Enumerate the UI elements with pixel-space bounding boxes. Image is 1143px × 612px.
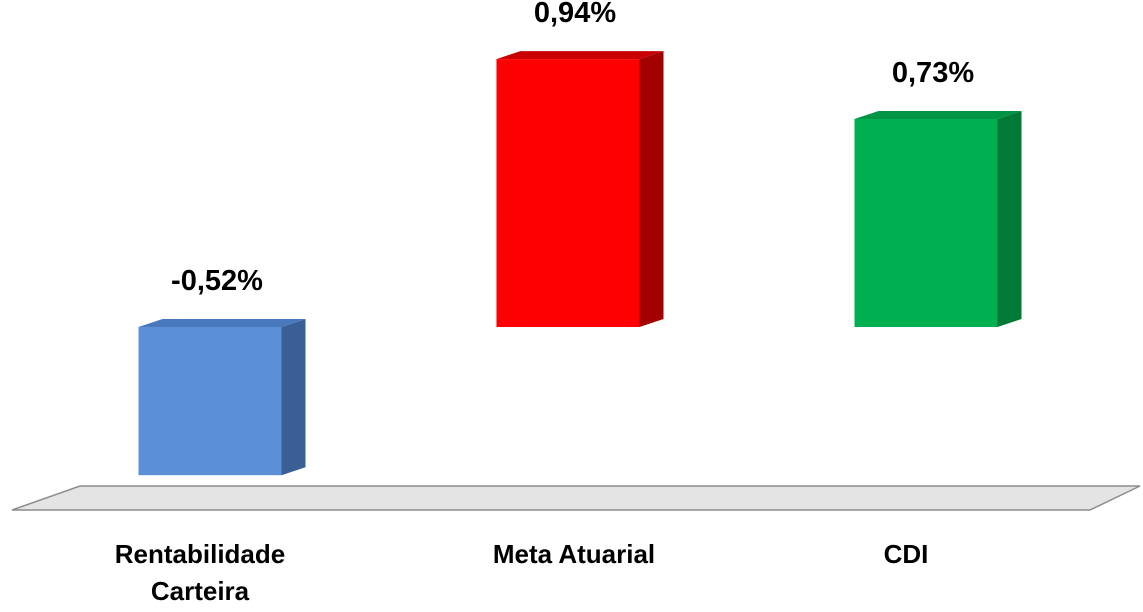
category-label-1: Meta Atuarial <box>493 539 655 569</box>
bar-side-2 <box>997 110 1022 327</box>
bar-top-1 <box>496 51 664 60</box>
category-labels-group: Rentabilidade Carteira Meta Atuarial CDI <box>115 539 929 606</box>
value-labels-group: -0,52% 0,94% 0,73% <box>171 0 974 297</box>
bar-0 <box>138 327 282 476</box>
bar-top-0 <box>138 319 306 327</box>
bar-1 <box>496 59 640 327</box>
category-label-0-line-1: Carteira <box>151 576 250 606</box>
bar-side-1 <box>639 51 664 327</box>
category-label-2: CDI <box>884 539 929 569</box>
bars-group <box>138 51 1022 476</box>
value-label-2: 0,73% <box>892 57 974 89</box>
bar-side-0 <box>281 319 306 476</box>
value-label-0: -0,52% <box>171 265 263 297</box>
chart-floor <box>11 485 1141 511</box>
bar-2 <box>854 118 998 327</box>
category-label-0-line-0: Rentabilidade <box>115 539 285 569</box>
bar-top-2 <box>854 110 1022 119</box>
value-label-1: 0,94% <box>534 0 616 29</box>
